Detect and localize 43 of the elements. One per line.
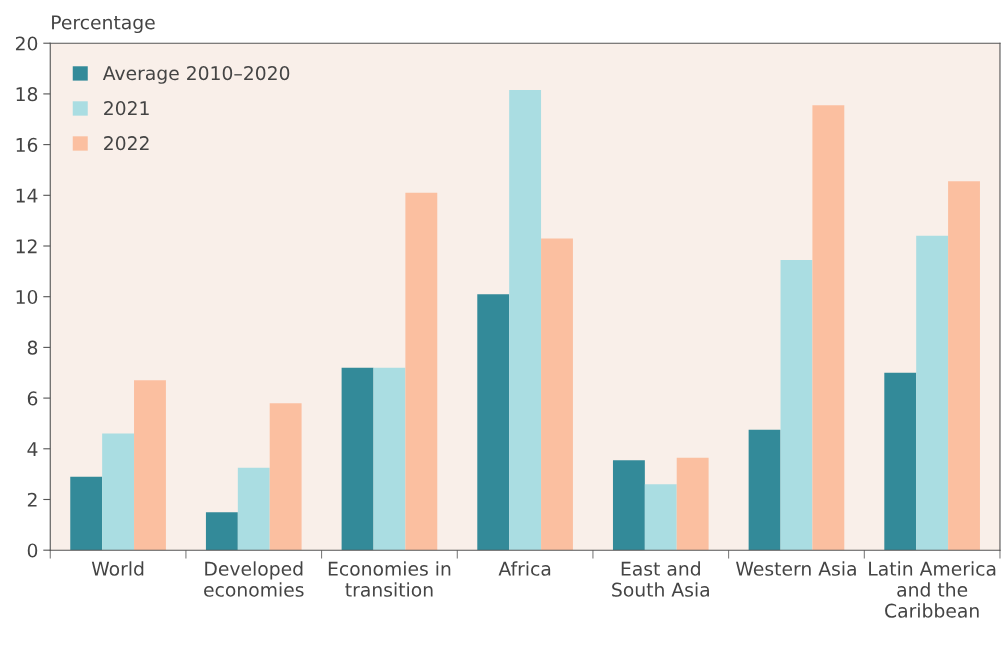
bar bbox=[812, 105, 845, 551]
x-tick-label: Latin America and the Caribbean bbox=[869, 561, 996, 618]
bar bbox=[748, 429, 781, 551]
y-tick-label: 14 bbox=[16, 188, 38, 203]
x-tick-label: World bbox=[91, 561, 144, 576]
y-tick-label: 6 bbox=[27, 391, 38, 406]
bar bbox=[269, 403, 302, 551]
y-tick-label: 16 bbox=[16, 137, 38, 152]
bar bbox=[948, 181, 980, 551]
bar bbox=[237, 467, 270, 551]
bar bbox=[341, 367, 374, 551]
x-tick-label: Africa bbox=[498, 561, 551, 576]
bar bbox=[70, 476, 103, 551]
bar bbox=[405, 192, 438, 551]
x-tick-label: East and South Asia bbox=[612, 561, 709, 597]
y-tick-label: 18 bbox=[16, 87, 38, 102]
bar bbox=[205, 512, 238, 551]
bar bbox=[509, 90, 542, 551]
y-tick-label: 4 bbox=[27, 442, 38, 456]
bar bbox=[612, 460, 645, 551]
y-tick-label: 2 bbox=[27, 492, 37, 507]
y-tick-label: 10 bbox=[16, 289, 38, 305]
y-tick-label: 8 bbox=[27, 340, 38, 355]
x-tick-label: Developed economies bbox=[204, 561, 304, 597]
legend-label: Average 2010–2020 bbox=[102, 66, 290, 84]
legend-label: 2022 bbox=[104, 136, 149, 151]
y-tick-label: 20 bbox=[15, 36, 38, 51]
legend-label: 2021 bbox=[104, 101, 149, 116]
bar bbox=[644, 484, 677, 551]
y-axis-title: Percentage bbox=[52, 15, 155, 34]
bar bbox=[884, 372, 917, 551]
x-tick-label: Western Asia bbox=[736, 561, 856, 576]
bar bbox=[373, 367, 406, 551]
x-tick-label: Economies in transition bbox=[328, 561, 451, 597]
bar bbox=[916, 235, 949, 551]
bar bbox=[102, 433, 135, 551]
bar bbox=[676, 457, 709, 551]
bar bbox=[541, 238, 573, 551]
y-tick-label: 12 bbox=[16, 239, 37, 254]
bar bbox=[780, 259, 813, 551]
y-tick-label: 0 bbox=[27, 543, 38, 558]
bar bbox=[134, 380, 166, 551]
bar bbox=[477, 294, 510, 551]
